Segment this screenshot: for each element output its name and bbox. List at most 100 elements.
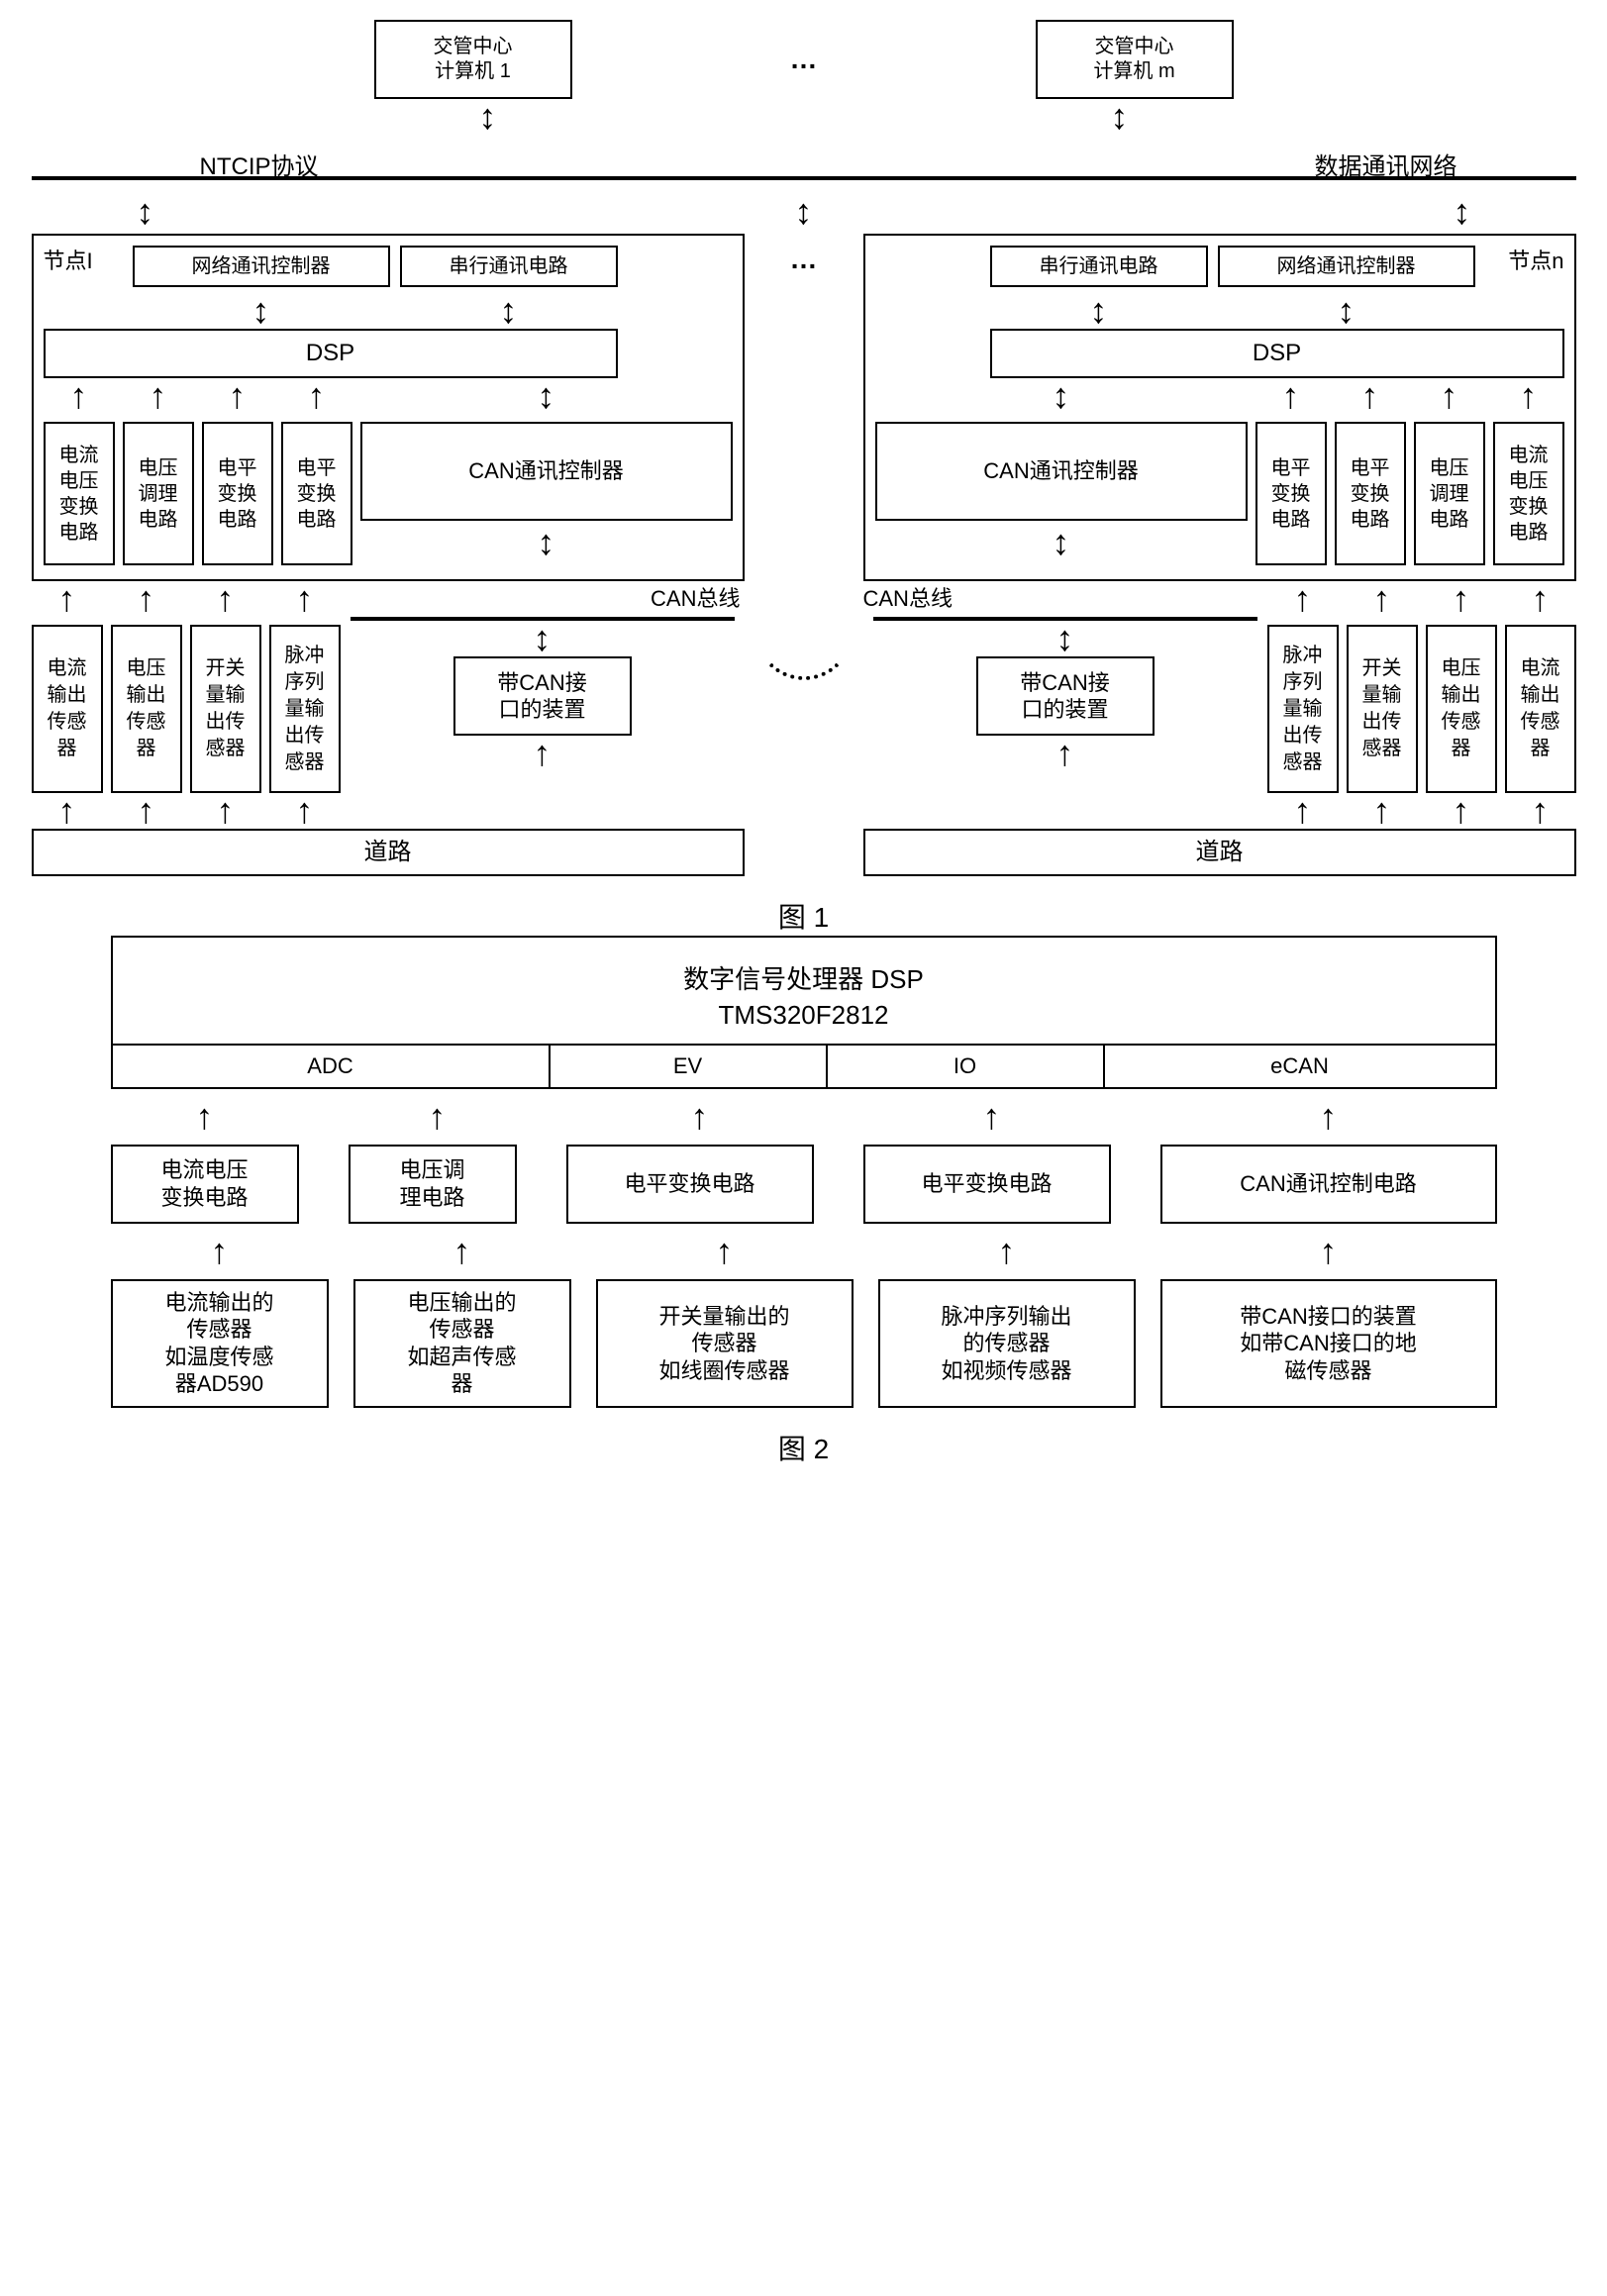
voltage-sensor-box: 电压 输出 传感 器 <box>111 625 182 793</box>
iv-conv-box: 电流 电压 变换 电路 <box>1493 422 1564 565</box>
level-conv-box-1: 电平变换电路 <box>566 1145 814 1224</box>
up-arrow-icon: ↑ <box>1493 378 1564 414</box>
switch-sensor-box: 开关 量输 出传 感器 <box>190 625 261 793</box>
dsp-ports-row: ADC EV IO eCAN <box>113 1044 1495 1087</box>
figure-2-caption: 图 2 <box>111 1428 1497 1467</box>
net-ctrl-box: 网络通讯控制器 <box>133 246 390 287</box>
arrow-row: ↑ ↑ ↑ ↑ CAN总线 <box>32 581 745 617</box>
current-sensor-box: 电流 输出 传感 器 <box>32 625 103 793</box>
network-bus-line <box>32 176 1576 180</box>
switch-sensor-box: 开关 量输 出传 感器 <box>1347 625 1418 793</box>
sensor-row: 脉冲 序列 量输 出传 感器 开关 量输 出传 感器 电压 输出 传感 器 电流… <box>1267 625 1576 793</box>
v-cond-box: 电压 调理 电路 <box>123 422 194 565</box>
current-sensor-box: 电流输出的 传感器 如温度传感 器AD590 <box>111 1279 329 1408</box>
top-arrow-row: ↕ ↕ <box>32 99 1576 135</box>
sensor-row: 电流 输出 传感 器 电压 输出 传感 器 开关 量输 出传 感器 脉冲 序列 … <box>32 625 341 793</box>
level-conv-2-box: 电平 变换 电路 <box>281 422 352 565</box>
data-network-bar: NTCIP协议 数据通讯网络 <box>32 135 1576 194</box>
up-arrow-icon: ↑ <box>1267 581 1339 617</box>
road-box: 道路 <box>32 829 745 876</box>
figure-1-caption: 图 1 <box>32 896 1576 936</box>
up-arrow-icon: ↑ <box>1267 793 1339 829</box>
figure-2: 数字信号处理器 DSP TMS320F2812 ADC EV IO eCAN ↑… <box>111 936 1497 1467</box>
road-box: 道路 <box>863 829 1576 876</box>
traffic-center-1: 交管中心 计算机 1 <box>374 20 572 99</box>
double-arrow-icon: ↕ <box>351 621 735 656</box>
net-ctrl-box: 网络通讯控制器 <box>1218 246 1475 287</box>
up-arrow-icon: ↑ <box>878 1234 1136 1269</box>
up-arrow-icon: ↑ <box>1426 793 1497 829</box>
up-arrow-icon: ↑ <box>1347 793 1418 829</box>
port-ecan: eCAN <box>1103 1046 1495 1087</box>
arrow-row: ↑ ↑ ↑ ↑ <box>32 793 745 829</box>
double-arrow-icon: ↕ <box>1218 293 1475 329</box>
level2-row: 电流电压 变换电路 电压调 理电路 电平变换电路 电平变换电路 CAN通讯控制电… <box>111 1145 1497 1224</box>
dsp-box: DSP <box>44 329 618 378</box>
node-n: 节点n 串行通讯电路 网络通讯控制器 ↕ ↕ DSP ↕ ↑ ↑ ↑ ↑ CAN… <box>863 234 1576 581</box>
up-arrow-icon: ↑ <box>353 1234 571 1269</box>
up-arrow-icon: ↑ <box>596 1234 854 1269</box>
up-arrow-icon: ↑ <box>123 378 194 414</box>
up-arrow-icon: ↑ <box>868 1099 1116 1135</box>
up-arrow-icon: ↑ <box>111 793 182 829</box>
level-conv-1-box: 电平 变换 电路 <box>202 422 273 565</box>
double-arrow-icon: ↕ <box>479 99 497 135</box>
up-arrow-icon: ↑ <box>344 1099 532 1135</box>
level-conv-2-box: 电平 变换 电路 <box>1255 422 1327 565</box>
double-arrow-icon: ↕ <box>873 621 1257 656</box>
level3-row: 电流输出的 传感器 如温度传感 器AD590 电压输出的 传感器 如超声传感 器… <box>111 1279 1497 1408</box>
up-arrow-icon: ↑ <box>576 1099 824 1135</box>
iv-conv-box: 电流电压 变换电路 <box>111 1145 299 1224</box>
v-cond-box: 电压 调理 电路 <box>1414 422 1485 565</box>
port-io: IO <box>826 1046 1103 1087</box>
dsp-title: 数字信号处理器 DSP TMS320F2812 <box>113 938 1495 1044</box>
pulse-sensor-box: 脉冲 序列 量输 出传 感器 <box>269 625 341 793</box>
current-sensor-box: 电流 输出 传感 器 <box>1505 625 1576 793</box>
up-arrow-icon: ↑ <box>1426 581 1497 617</box>
can-device-box: 带CAN接口的装置 如带CAN接口的地 磁传感器 <box>1160 1279 1497 1408</box>
up-arrow-icon: ↑ <box>269 793 341 829</box>
up-arrow-icon: ↑ <box>190 581 261 617</box>
dotted-arc-icon <box>754 621 854 680</box>
can-bus-label: CAN总线 <box>349 581 745 613</box>
arrow-row-2: ↑ ↑ ↑ ↑ ↑ <box>111 1099 1497 1135</box>
can-device-box: 带CAN接 口的装置 <box>453 656 632 736</box>
up-arrow-icon: ↑ <box>111 1234 329 1269</box>
can-bus-label: CAN总线 <box>863 581 1259 613</box>
up-arrow-icon: ↑ <box>1255 378 1327 414</box>
serial-box: 串行通讯电路 <box>400 246 618 287</box>
up-arrow-icon: ↑ <box>1347 581 1418 617</box>
double-arrow-icon: ↕ <box>133 293 390 329</box>
double-arrow-icon: ↕ <box>990 293 1208 329</box>
double-arrow-icon: ↕ <box>259 194 1349 230</box>
double-arrow-icon: ↕ <box>1349 194 1576 230</box>
up-arrow-icon: ↑ <box>351 736 735 771</box>
up-arrow-icon: ↑ <box>1160 1099 1497 1135</box>
can-bus-link <box>754 581 854 876</box>
can-device-box: 带CAN接 口的装置 <box>976 656 1155 736</box>
voltage-sensor-box: 电压 输出 传感 器 <box>1426 625 1497 793</box>
double-arrow-icon: ↕ <box>1111 99 1129 135</box>
up-arrow-icon: ↑ <box>111 1099 299 1135</box>
up-arrow-icon: ↑ <box>1414 378 1485 414</box>
converter-row: 电流 电压 变换 电路 电压 调理 电路 电平 变换 电路 电平 变换 电路 C… <box>44 422 733 565</box>
switch-sensor-box: 开关量输出的 传感器 如线圈传感器 <box>596 1279 854 1408</box>
traffic-center-m: 交管中心 计算机 m <box>1036 20 1234 99</box>
up-arrow-icon: ↑ <box>202 378 273 414</box>
up-arrow-icon: ↑ <box>111 581 182 617</box>
arrow-row: ↑ ↑ ↑ ↑ ↕ <box>44 378 733 414</box>
double-arrow-icon: ↕ <box>875 525 1248 560</box>
dsp-box: DSP <box>990 329 1564 378</box>
ellipsis-icon: … <box>790 44 818 75</box>
arrow-row: ↕ ↕ <box>44 293 733 329</box>
comm-row: 串行通讯电路 网络通讯控制器 <box>875 246 1564 287</box>
node-n-label: 节点n <box>1508 244 1563 275</box>
up-arrow-icon: ↑ <box>269 581 341 617</box>
arrow-row: CAN总线 ↑ ↑ ↑ ↑ <box>863 581 1576 617</box>
double-arrow-icon: ↕ <box>875 378 1248 414</box>
v-cond-box: 电压调 理电路 <box>349 1145 517 1224</box>
can-ctrl-box: CAN通讯控制器 <box>875 422 1248 521</box>
arrow-row-3: ↑ ↑ ↑ ↑ ↑ <box>111 1234 1497 1269</box>
pulse-sensor-box: 脉冲 序列 量输 出传 感器 <box>1267 625 1339 793</box>
ellipsis-icon: … <box>790 234 818 275</box>
